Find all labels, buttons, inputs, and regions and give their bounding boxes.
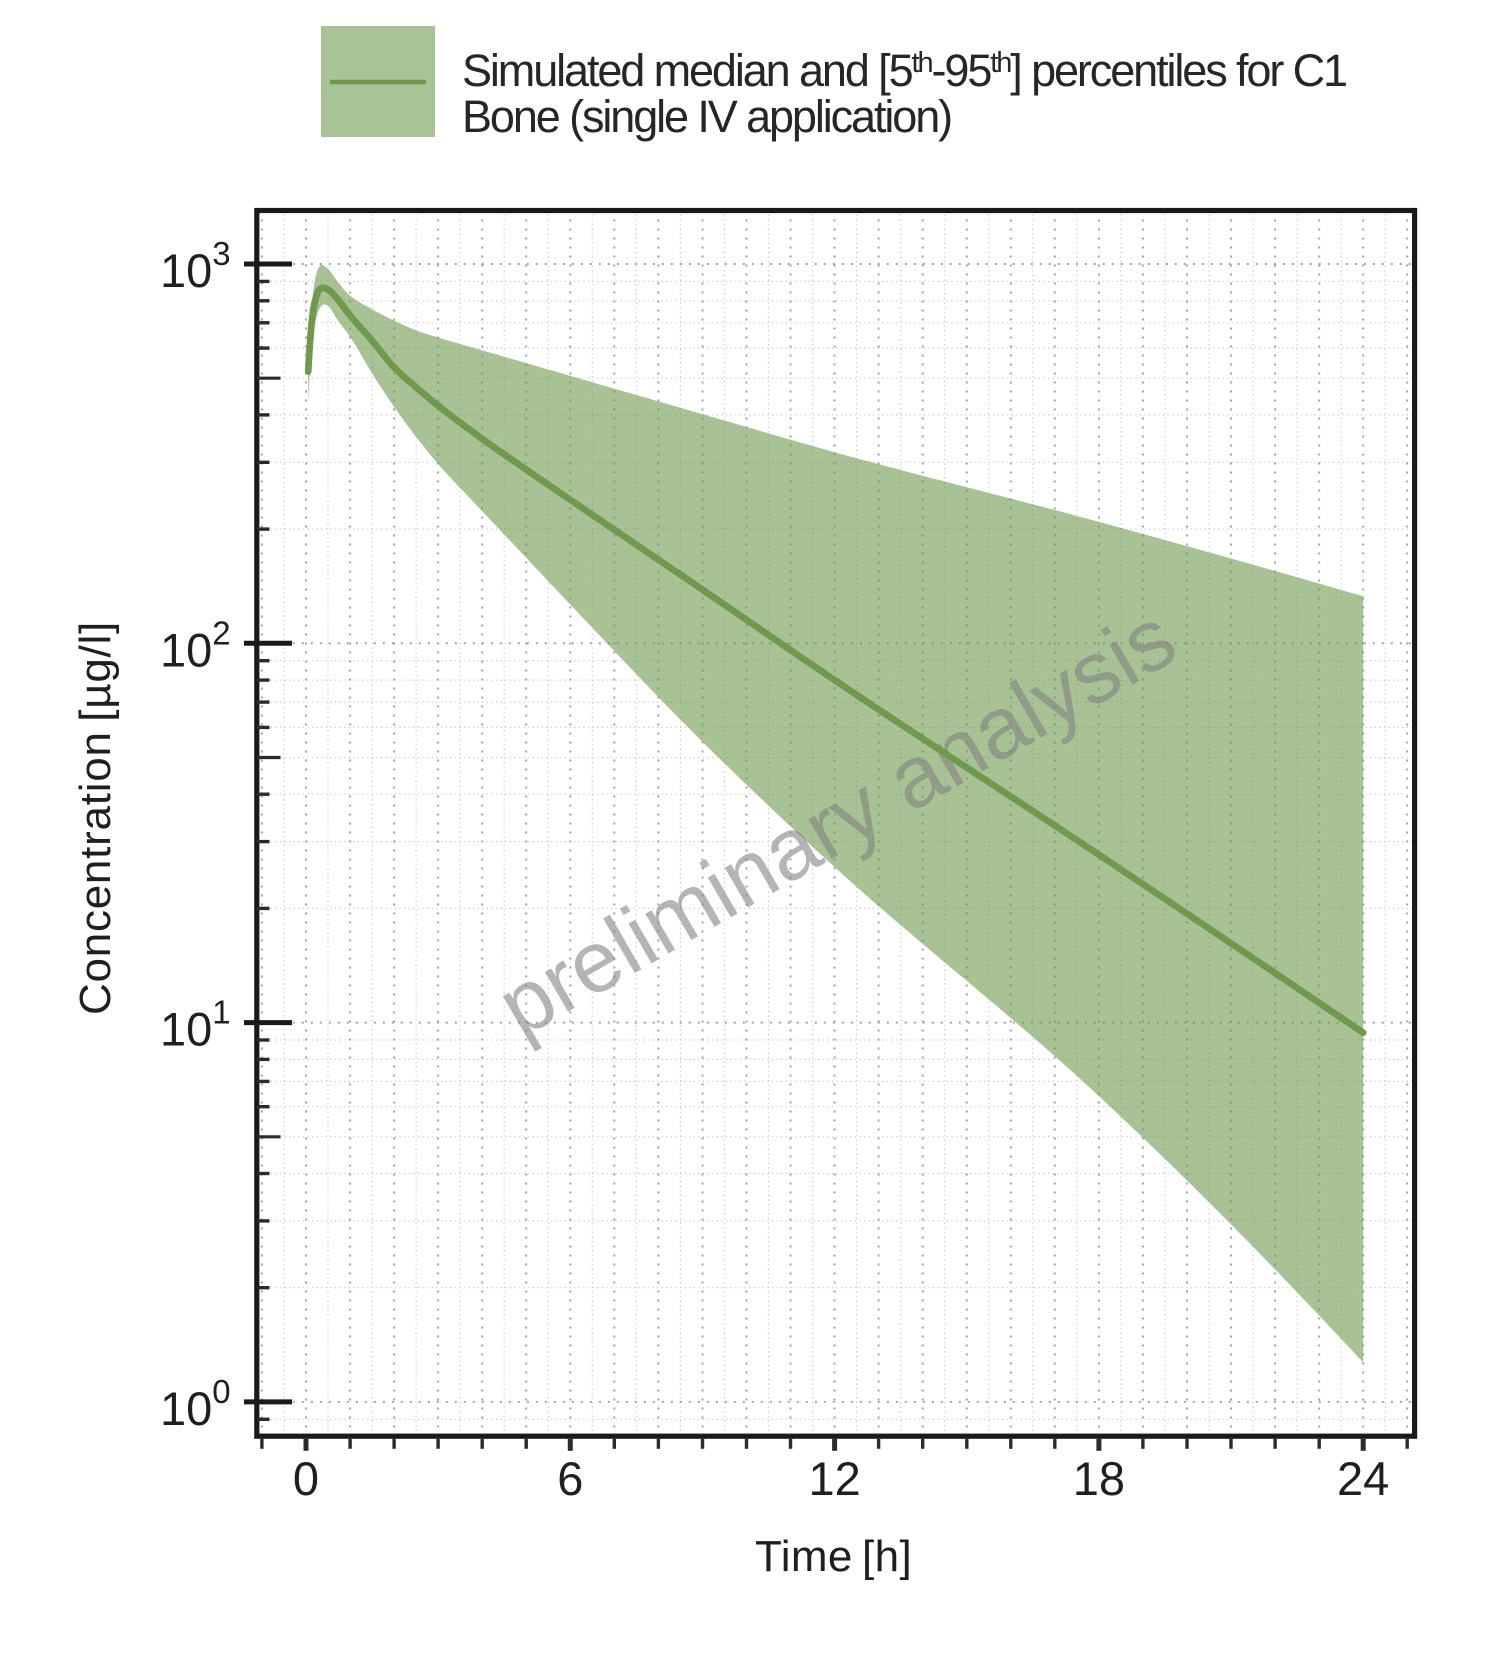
svg-text:Simulated median and [5th-95th: Simulated median and [5th-95th] percenti… [462,45,1346,96]
svg-text:Concentration [µg/l]: Concentration [µg/l] [71,621,120,1015]
svg-text:100: 100 [160,1373,231,1435]
svg-text:Bone (single IV application): Bone (single IV application) [462,91,951,142]
svg-text:24: 24 [1337,1452,1389,1505]
svg-text:103: 103 [160,235,231,297]
svg-text:Time [h]: Time [h] [755,1532,912,1581]
svg-text:0: 0 [293,1452,319,1505]
svg-text:18: 18 [1073,1452,1125,1505]
svg-text:12: 12 [808,1452,860,1505]
svg-text:6: 6 [557,1452,583,1505]
